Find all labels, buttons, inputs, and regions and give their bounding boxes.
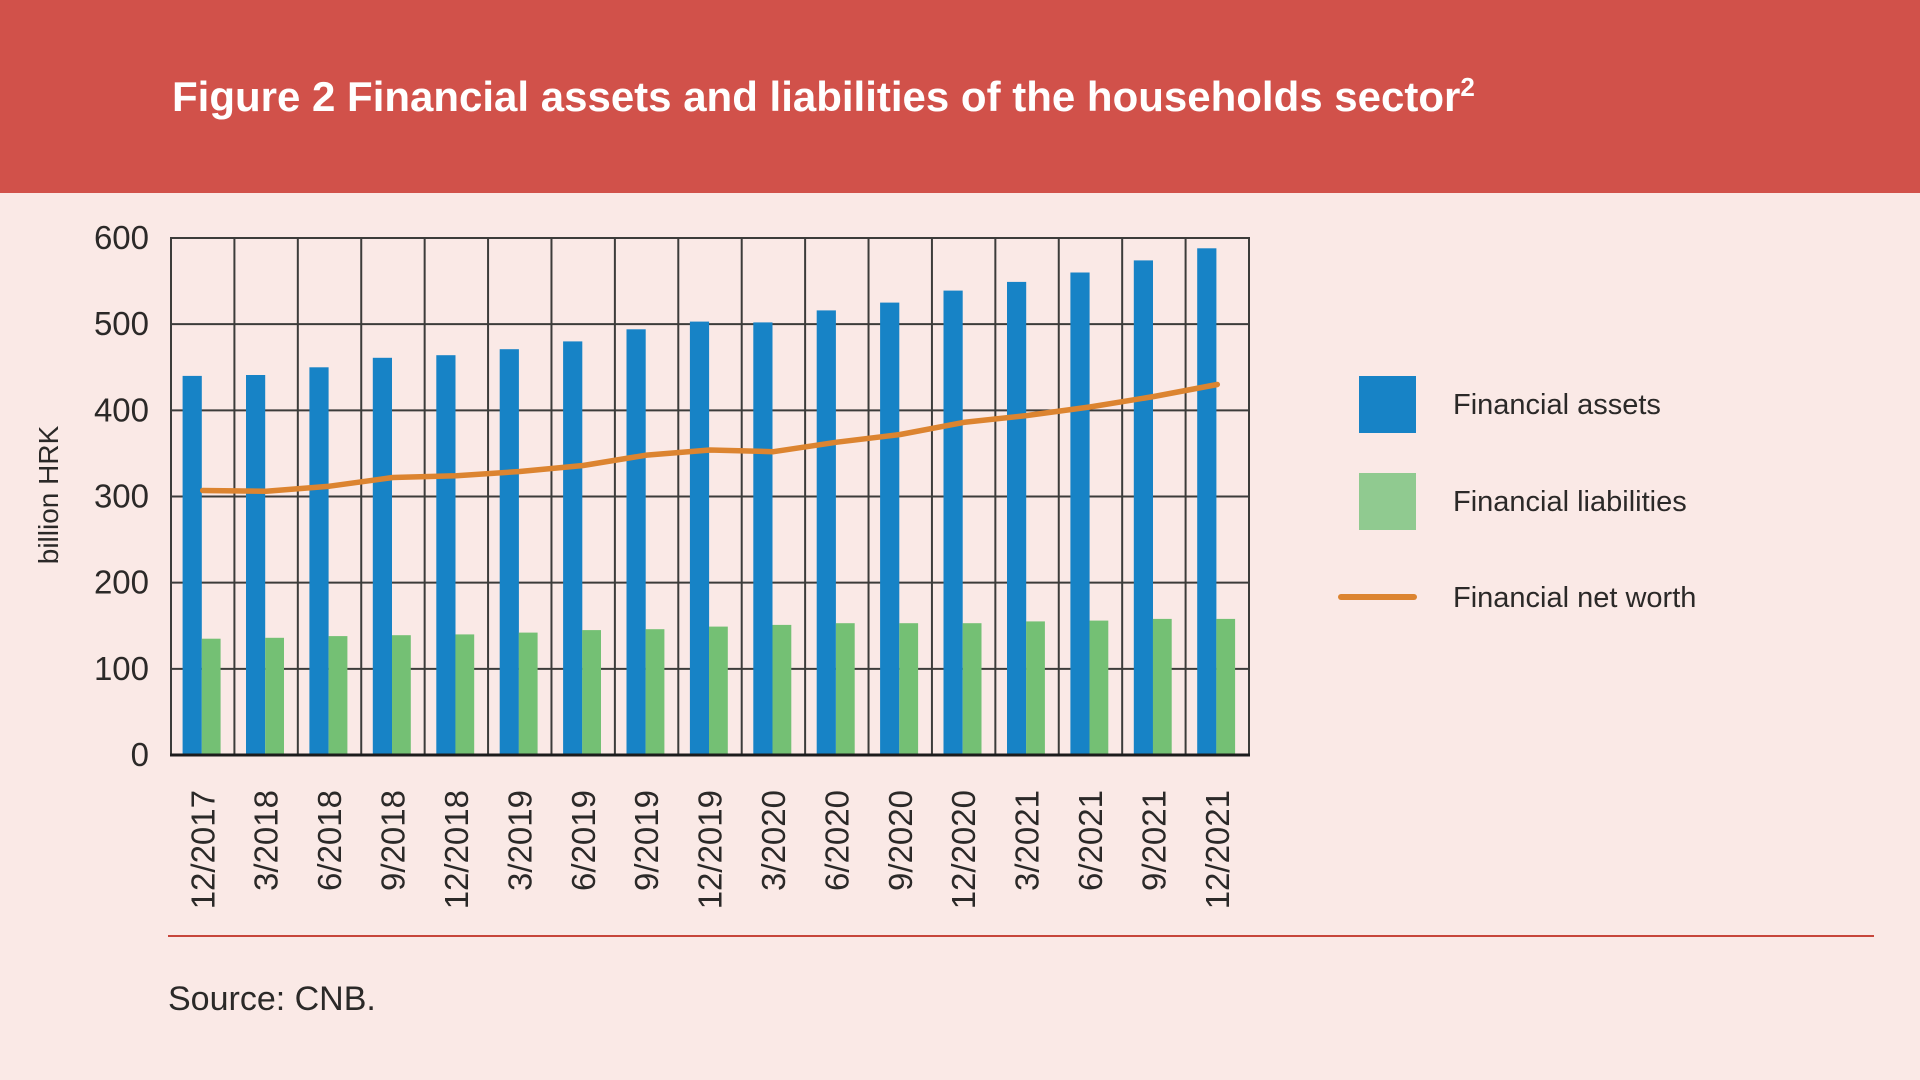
bar-assets-3/2018 [246, 375, 266, 755]
bar-assets-9/2018 [372, 357, 392, 755]
bar-liabilities-9/2019 [645, 629, 665, 755]
x-category-label-3/2020: 3/2020 [755, 790, 792, 891]
x-category-label-3/2018: 3/2018 [248, 790, 285, 891]
x-category-label-6/2021: 6/2021 [1072, 790, 1109, 891]
bar-liabilities-3/2020 [772, 624, 792, 755]
footer-divider-line [168, 935, 1874, 937]
y-tick-label-0: 0 [131, 736, 149, 773]
source-note: Source: CNB. [168, 980, 376, 1018]
legend-label-financial-assets: Financial assets [1453, 389, 1661, 421]
x-category-label-12/2017: 12/2017 [184, 790, 221, 909]
figure-header-band: Figure 2 Financial assets and liabilitie… [0, 0, 1920, 193]
bar-liabilities-6/2019 [582, 630, 601, 755]
x-category-label-3/2021: 3/2021 [1009, 790, 1046, 891]
liabilities-bars [201, 618, 1236, 755]
y-tick-label-400: 400 [94, 391, 149, 428]
legend-label-financial-liabilities: Financial liabilities [1453, 486, 1687, 518]
y-axis-title: billion HRK [33, 425, 64, 564]
bar-liabilities-9/2018 [392, 635, 411, 755]
x-category-label-9/2019: 9/2019 [628, 790, 665, 891]
y-tick-label-100: 100 [94, 650, 149, 687]
bar-liabilities-12/2019 [709, 626, 728, 755]
x-category-label-6/2020: 6/2020 [818, 790, 855, 891]
bar-assets-12/2020 [943, 290, 963, 755]
bar-assets-12/2019 [689, 321, 710, 755]
x-category-label-9/2020: 9/2020 [882, 790, 919, 891]
bar-liabilities-6/2018 [328, 636, 348, 755]
figure-title-text: Figure 2 Financial assets and liabilitie… [172, 72, 1461, 120]
bar-liabilities-3/2019 [518, 632, 538, 755]
bar-liabilities-9/2021 [1152, 618, 1172, 755]
x-category-label-12/2018: 12/2018 [438, 790, 475, 909]
bar-liabilities-12/2017 [201, 638, 221, 755]
bar-liabilities-6/2020 [835, 623, 855, 755]
bar-assets-3/2021 [1007, 281, 1027, 755]
x-category-label-12/2020: 12/2020 [945, 790, 982, 909]
bar-assets-12/2021 [1197, 248, 1217, 756]
x-category-label-12/2021: 12/2021 [1199, 790, 1236, 909]
y-tick-label-500: 500 [94, 305, 149, 342]
y-tick-label-300: 300 [94, 478, 149, 515]
bar-assets-12/2018 [436, 355, 456, 755]
bar-assets-12/2017 [182, 375, 202, 755]
legend-label-financial-net-worth: Financial net worth [1453, 582, 1697, 614]
bar-assets-3/2020 [753, 322, 773, 755]
bar-liabilities-12/2020 [962, 623, 982, 755]
x-category-label-6/2018: 6/2018 [311, 790, 348, 891]
y-tick-label-600: 600 [94, 219, 149, 256]
bar-assets-6/2021 [1070, 272, 1090, 755]
x-category-labels: 12/2017 3/2018 6/2018 9/2018 12/2018 3/2019 6/… [184, 790, 1236, 909]
assets-bars [182, 248, 1217, 756]
bar-liabilities-6/2021 [1089, 620, 1109, 755]
bar-assets-6/2019 [563, 341, 583, 755]
bar-assets-9/2019 [626, 329, 646, 755]
legend-swatch-financial-assets [1359, 376, 1416, 433]
figure-title: Figure 2 Financial assets and liabilitie… [172, 73, 1475, 121]
x-category-label-12/2019: 12/2019 [692, 790, 729, 909]
y-tick-label-200: 200 [94, 564, 149, 601]
bar-assets-9/2020 [880, 302, 900, 755]
bar-assets-6/2018 [309, 367, 329, 756]
bar-liabilities-12/2018 [455, 634, 475, 755]
gridlines [171, 238, 1249, 755]
legend-swatch-financial-liabilities [1359, 473, 1416, 530]
bar-liabilities-3/2021 [1026, 621, 1045, 755]
figure-title-footnote-marker: 2 [1460, 71, 1475, 102]
x-category-label-9/2018: 9/2018 [374, 790, 411, 891]
y-tick-labels: 0 100 200 300 400 500 600 [94, 219, 149, 773]
bar-assets-9/2021 [1133, 260, 1153, 755]
bar-liabilities-9/2020 [899, 623, 919, 755]
x-category-label-6/2019: 6/2019 [565, 790, 602, 891]
legend-line-financial-net-worth [1338, 594, 1417, 600]
x-category-label-3/2019: 3/2019 [501, 790, 538, 891]
bar-assets-3/2019 [499, 349, 519, 755]
net-worth-line [199, 381, 1221, 495]
bar-liabilities-12/2021 [1216, 618, 1236, 755]
x-category-label-9/2021: 9/2021 [1135, 790, 1172, 891]
bar-liabilities-3/2018 [265, 637, 284, 755]
bar-assets-6/2020 [816, 310, 836, 755]
